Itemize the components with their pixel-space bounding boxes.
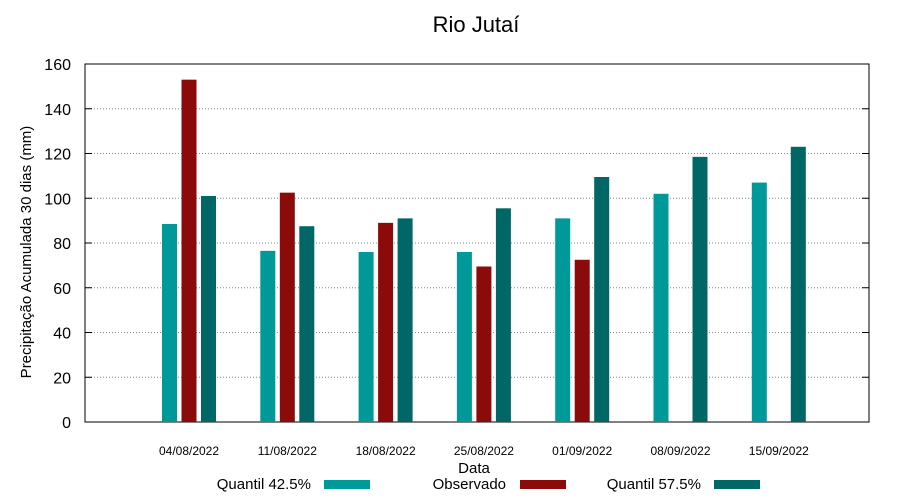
y-axis-label: Precipitação Acumulada 30 dias (mm) [18,126,35,379]
bar-observado-1 [279,192,295,422]
y-tick-label: 100 [44,191,71,208]
y-tick-label: 120 [44,147,71,164]
x-axis-ticks: 04/08/2022 11/08/2022 18/08/2022 25/08/2022… [159,444,809,458]
legend-swatch [324,480,370,489]
y-tick-label: 140 [44,102,71,119]
bar-quantil-57-5--3 [495,208,511,422]
bar-quantil-42-5--1 [260,250,276,422]
bar-quantil-42-5--2 [358,251,374,422]
y-tick-label: 60 [53,281,71,298]
y-axis-ticks: 0 20 40 60 80 100 120 140 160 [44,57,869,432]
bar-observado-2 [378,222,394,422]
bar-quantil-42-5--4 [555,218,571,422]
bar-observado-3 [476,266,492,422]
bar-quantil-42-5--6 [751,182,767,422]
x-tick-label: 15/09/2022 [749,444,809,458]
y-tick-label: 20 [53,370,71,387]
bar-quantil-57-5--2 [397,218,413,422]
x-axis-label: Data [458,460,490,477]
legend: Quantil 42.5% Observado Quantil 57.5% [217,476,760,493]
bar-quantil-57-5--6 [790,146,806,422]
bar-quantil-42-5--0 [162,223,177,422]
y-tick-label: 160 [44,57,71,74]
bar-quantil-57-5--4 [594,176,610,422]
x-tick-label: 01/09/2022 [552,444,612,458]
legend-label: Quantil 57.5% [607,476,701,493]
y-tick-label: 80 [53,236,71,253]
bars [162,79,806,422]
x-tick-label: 25/08/2022 [454,444,514,458]
y-tick-label: 40 [53,326,71,343]
bar-quantil-57-5--1 [299,226,315,422]
chart-title: Rio Jutaí [433,12,520,37]
x-tick-label: 18/08/2022 [356,444,416,458]
x-tick-label: 04/08/2022 [159,444,219,458]
bar-quantil-57-5--5 [692,156,708,422]
bar-observado-0 [181,79,197,422]
bar-quantil-42-5--5 [653,193,669,422]
legend-swatch [520,480,566,489]
legend-label: Quantil 42.5% [217,476,311,493]
x-tick-label: 08/09/2022 [650,444,710,458]
x-tick-label: 11/08/2022 [258,444,317,458]
legend-label: Observado [433,476,506,493]
bar-observado-4 [574,259,590,422]
bar-quantil-42-5--3 [456,251,472,422]
y-tick-label: 0 [62,415,71,432]
bar-quantil-57-5--0 [201,196,216,422]
legend-swatch [714,480,760,489]
